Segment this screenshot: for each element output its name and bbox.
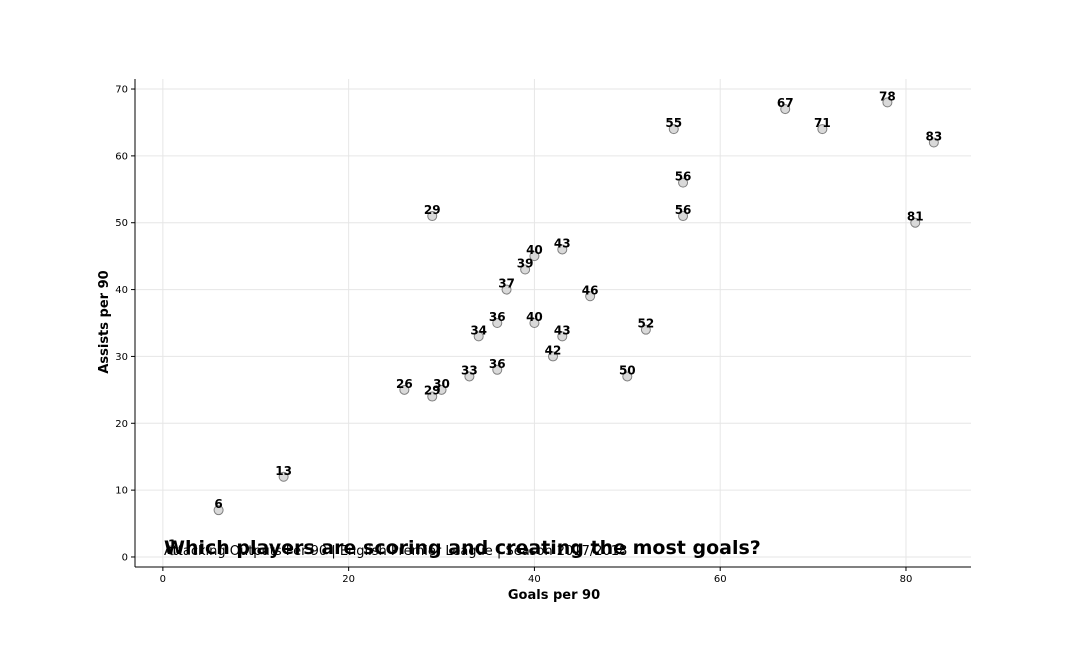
point-label: 39 [517, 257, 534, 271]
point-label: 50 [619, 363, 636, 377]
data-point [678, 177, 689, 188]
y-tick-label: 40 [115, 285, 128, 296]
data-point [278, 471, 289, 482]
data-point [520, 264, 531, 275]
point-label: 56 [675, 203, 692, 217]
data-point [436, 384, 447, 395]
data-point [427, 211, 438, 222]
data-point [213, 505, 224, 516]
point-label: 78 [879, 89, 896, 103]
data-point [167, 545, 178, 556]
data-point [557, 331, 568, 342]
data-point [427, 391, 438, 402]
point-label: 13 [275, 464, 292, 478]
x-tick-label: 20 [342, 574, 355, 585]
point-label: 67 [777, 96, 794, 110]
y-tick-label: 50 [115, 218, 128, 229]
x-tick-label: 80 [900, 574, 913, 585]
data-point [399, 384, 410, 395]
point-label: 43 [554, 323, 571, 337]
data-point [501, 284, 512, 295]
data-point [668, 124, 679, 135]
point-label: 83 [925, 130, 942, 144]
point-label: 6 [214, 497, 222, 511]
point-label: 40 [526, 310, 543, 324]
y-tick-label: 0 [122, 552, 128, 563]
point-label: 46 [582, 283, 599, 297]
data-point [529, 318, 540, 328]
data-point [464, 371, 475, 382]
data-point [928, 137, 939, 148]
y-tick-label: 20 [115, 419, 128, 430]
point-label: 56 [675, 170, 692, 184]
data-point [529, 251, 540, 262]
data-point [640, 324, 651, 335]
y-tick-label: 30 [115, 352, 128, 363]
point-label: 29 [424, 203, 441, 217]
y-tick-label: 60 [115, 151, 128, 162]
x-tick-label: 40 [528, 574, 541, 585]
point-label: 1 [168, 537, 176, 551]
data-point [492, 364, 503, 375]
point-label: 26 [396, 377, 413, 391]
data-point [780, 104, 791, 115]
y-axis-title: Assists per 90 [97, 270, 112, 373]
point-label: 29 [424, 384, 441, 398]
point-label: 37 [498, 277, 515, 291]
point-label: 71 [814, 116, 831, 130]
data-point [910, 217, 921, 228]
chart-subtitle: Attacking Outputs Per 90 | English Premi… [164, 544, 627, 559]
data-point [817, 124, 828, 135]
point-label: 81 [907, 210, 924, 224]
data-point [492, 318, 503, 328]
axes [131, 79, 971, 571]
point-label: 43 [554, 236, 571, 250]
x-axis-title: Goals per 90 [508, 588, 600, 603]
point-label: 36 [489, 357, 506, 371]
data-point [548, 351, 558, 362]
x-tick-label: 0 [160, 574, 166, 585]
point-label: 33 [461, 363, 478, 377]
point-label: 30 [433, 377, 450, 391]
data-points [167, 97, 939, 556]
point-label: 42 [545, 343, 562, 357]
point-label: 52 [638, 317, 655, 331]
data-point [557, 244, 568, 255]
data-point [678, 211, 689, 222]
data-point [473, 331, 484, 342]
data-point [622, 371, 633, 382]
point-label: 40 [526, 243, 543, 257]
point-label: 34 [470, 323, 487, 337]
x-tick-label: 60 [714, 574, 727, 585]
y-tick-label: 70 [115, 85, 128, 96]
data-point [882, 97, 893, 108]
chart-title: Which players are scoring and creating t… [164, 537, 761, 559]
y-tick-label: 10 [115, 486, 128, 497]
point-label: 55 [665, 116, 682, 130]
point-label: 36 [489, 310, 506, 324]
tick-labels: 0 20 40 60 80 0 10 20 30 40 50 60 70 [115, 85, 912, 585]
data-point [585, 291, 596, 302]
